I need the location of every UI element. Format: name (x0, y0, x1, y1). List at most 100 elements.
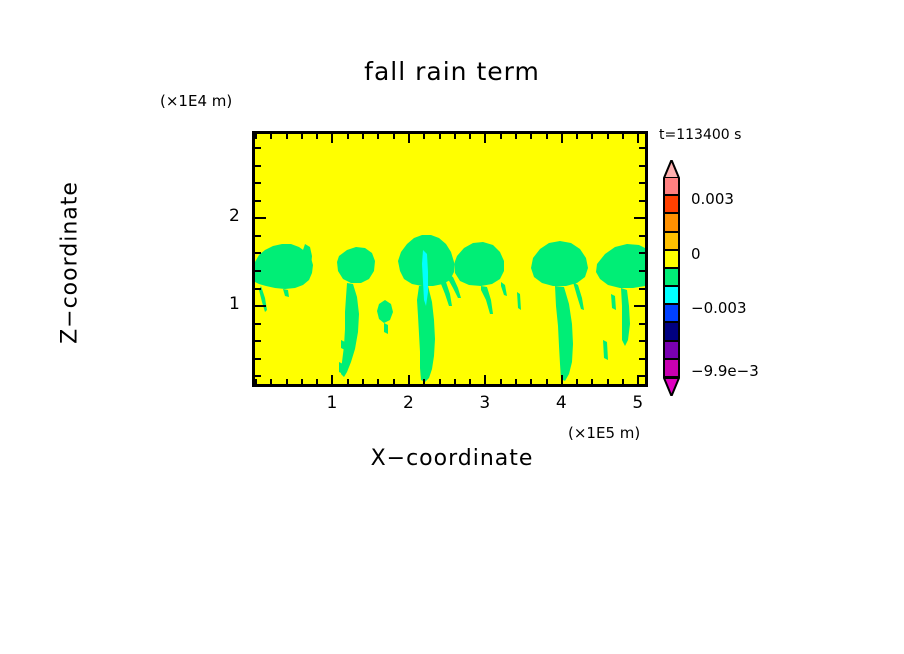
axis-tick (634, 217, 645, 219)
axis-tick (530, 379, 532, 384)
axis-tick (607, 379, 609, 384)
rain-cell-2-drop (341, 340, 345, 350)
colorbar-band (663, 287, 680, 306)
isolated-drop (517, 292, 521, 310)
rain-cell-3-streak1 (441, 279, 452, 306)
axis-tick (639, 252, 645, 254)
axis-tick (255, 323, 261, 325)
axis-tick (255, 358, 261, 360)
axis-tick (469, 134, 471, 139)
x-tick-label: 3 (479, 393, 491, 413)
plot-area[interactable] (252, 131, 648, 387)
axis-tick (255, 165, 261, 167)
timestamp-annotation: t=113400 s (659, 127, 742, 143)
rain-features (255, 235, 645, 382)
axis-tick (255, 235, 261, 237)
rain-blob-small (377, 300, 393, 323)
axis-tick (639, 375, 645, 377)
rain-core-3 (422, 250, 428, 306)
axis-tick (347, 379, 349, 384)
colorbar-tick-label: 0.003 (691, 190, 734, 209)
axis-tick (639, 288, 645, 290)
axis-tick (639, 358, 645, 360)
axis-tick (347, 134, 349, 139)
axis-tick (255, 147, 261, 149)
rain-cell-5-shaft (555, 286, 573, 381)
axis-tick (639, 323, 645, 325)
colorbar-band (663, 178, 680, 197)
axis-tick (255, 252, 261, 254)
axis-tick (393, 134, 395, 139)
axis-tick (255, 270, 261, 272)
axis-tick (408, 134, 410, 143)
axis-tick (546, 379, 548, 384)
axis-tick (576, 379, 578, 384)
x-axis-title: X−coordinate (370, 446, 534, 471)
x-axis-unit-label: (×1E5 m) (568, 424, 641, 442)
axis-tick (439, 379, 441, 384)
x-tick-label: 1 (326, 393, 338, 413)
y-tick-label: 1 (229, 294, 240, 315)
colorbar-tick-label: 0 (691, 244, 701, 263)
axis-tick (255, 217, 266, 219)
axis-tick (639, 165, 645, 167)
rain-shaft-2 (301, 244, 312, 272)
colorbar-band (663, 232, 680, 251)
colorbar-band (663, 359, 680, 378)
axis-tick (316, 134, 318, 139)
axis-tick (316, 379, 318, 384)
rain-cell-4 (454, 242, 504, 286)
axis-tick (255, 379, 257, 384)
axis-tick (331, 134, 333, 143)
rain-cell-6-tail (603, 340, 608, 360)
colorbar-cap-bottom (662, 377, 681, 399)
axis-tick (301, 379, 303, 384)
axis-tick (637, 375, 639, 384)
colorbar-tick-label: −0.003 (691, 299, 747, 318)
axis-tick (377, 379, 379, 384)
axis-tick (607, 134, 609, 139)
axis-tick (377, 134, 379, 139)
colorbar-tick-label: −9.9e−3 (691, 361, 759, 380)
rain-cell-4-streak (481, 286, 493, 314)
rain-cell-1-speck (283, 289, 289, 297)
axis-tick (255, 134, 257, 139)
rain-cell-2-shaft (341, 283, 359, 377)
axis-tick (515, 134, 517, 139)
axis-tick (591, 134, 593, 139)
rain-cell-6-drop (611, 294, 616, 310)
axis-tick (500, 379, 502, 384)
axis-tick (255, 200, 261, 202)
axis-tick (469, 379, 471, 384)
colorbar-cap-top (662, 157, 681, 179)
axis-tick (622, 379, 624, 384)
axis-tick (634, 305, 645, 307)
y-axis-unit-label: (×1E4 m) (160, 92, 233, 110)
rain-cell-1 (255, 244, 313, 289)
colorbar[interactable]: 0.003 0 −0.003 −9.9e−3 (662, 157, 759, 399)
rain-cell-3-streak2 (448, 274, 461, 298)
axis-tick (255, 375, 261, 377)
axis-tick (408, 375, 410, 384)
heatmap-field (255, 134, 645, 384)
axis-tick (362, 134, 364, 139)
axis-tick (561, 134, 563, 143)
axis-tick (454, 379, 456, 384)
rain-cell-5-streak (573, 282, 584, 310)
rain-cell-3-shaft (417, 286, 435, 382)
axis-tick (255, 305, 266, 307)
x-tick-label: 2 (402, 393, 414, 413)
axis-tick (639, 340, 645, 342)
axis-tick (639, 147, 645, 149)
colorbar-band (663, 341, 680, 360)
axis-tick (637, 134, 639, 143)
axis-tick (639, 182, 645, 184)
colorbar-band (663, 250, 680, 269)
axis-tick (362, 379, 364, 384)
axis-tick (639, 200, 645, 202)
axis-tick (423, 134, 425, 139)
rain-cell-2-drop2 (339, 362, 343, 374)
axis-tick (286, 134, 288, 139)
axis-tick (591, 379, 593, 384)
rain-cell-6-shaft (621, 288, 630, 346)
